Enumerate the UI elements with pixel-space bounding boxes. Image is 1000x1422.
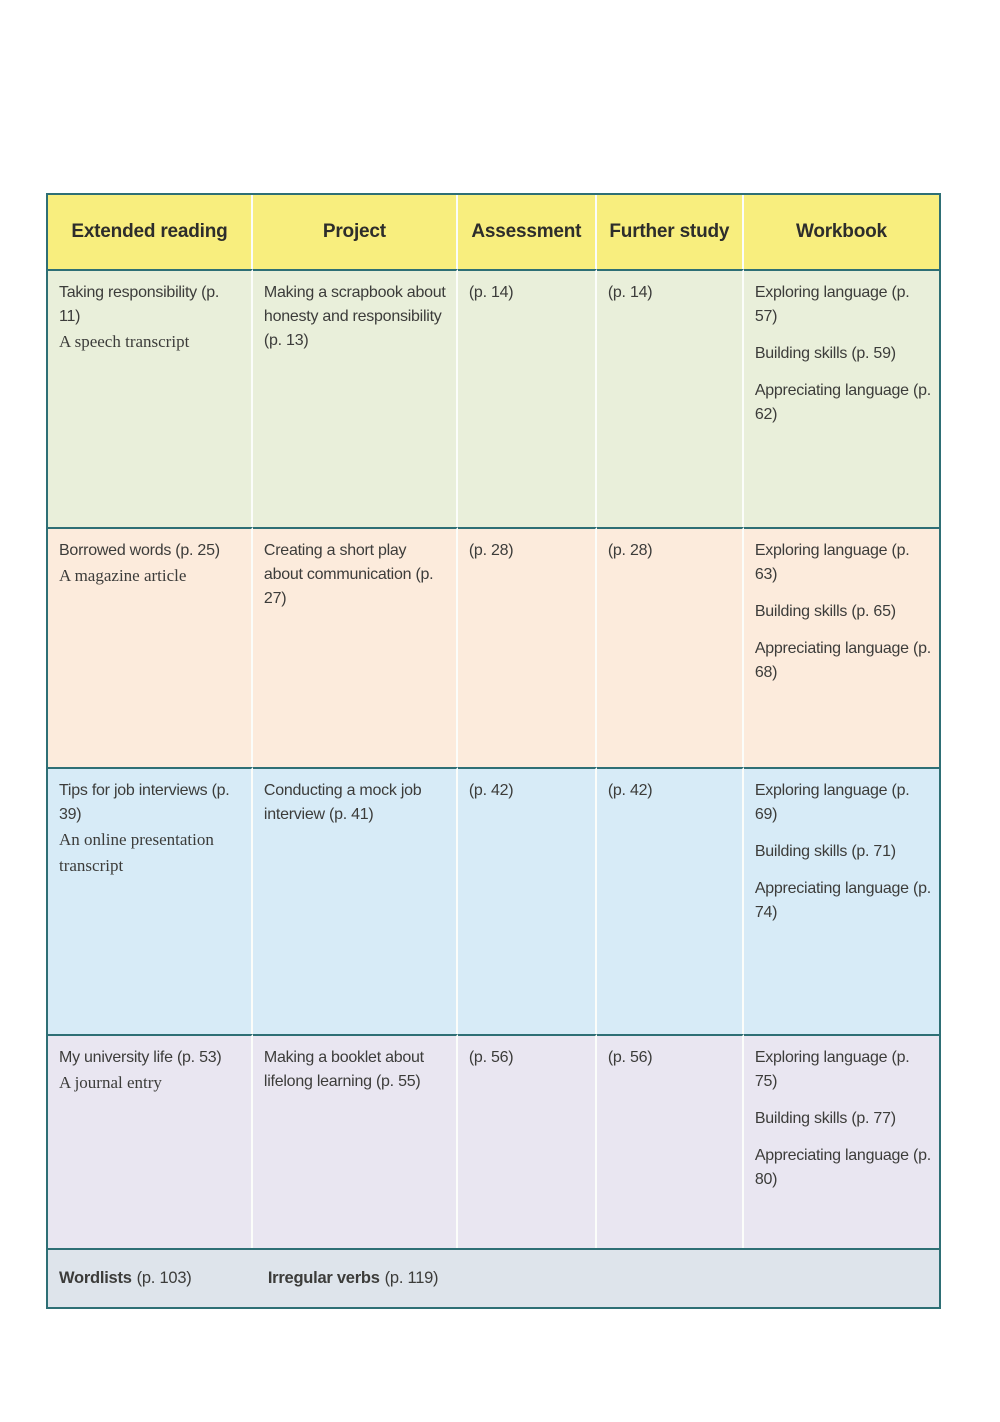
irregular-verbs-label: Irregular verbs [267,1269,380,1288]
workbook-entry: Building skills (p. 77) [754,1110,896,1127]
workbook-entry: Appreciating language (p. 74) [754,880,931,921]
reading-genre: A speech transcript [59,332,190,351]
irregular-verbs-page-ref: (p. 119) [384,1269,439,1288]
table-row: Borrowed words (p. 25) A magazine articl… [48,527,939,767]
wordlists-label: Wordlists [59,1269,132,1288]
reading-genre: A magazine article [59,566,187,585]
header-further-study: Further study [596,195,744,269]
reading-genre: An online presentation transcript [59,830,214,875]
table-header-row: Extended reading Project Assessment Furt… [48,195,939,269]
project-cell: Making a scrapbook about honesty and res… [252,269,458,527]
header-extended-reading: Extended reading [48,195,253,269]
further-study-cell: (p. 28) [596,527,744,767]
header-assessment: Assessment [457,195,597,269]
further-study-cell: (p. 14) [596,269,744,527]
workbook-cell: Exploring language (p. 69) Building skil… [743,767,939,1034]
reading-cell: Borrowed words (p. 25) A magazine articl… [48,527,253,767]
reading-title: Taking responsibility (p. 11) [59,284,220,325]
header-project: Project [252,195,458,269]
workbook-entry: Appreciating language (p. 68) [754,640,931,681]
footer-cell: Wordlists (p. 103) Irregular verbs (p. 119… [48,1248,939,1307]
workbook-entry: Exploring language (p. 63) [754,542,910,583]
assessment-cell: (p. 14) [457,269,597,527]
workbook-entry: Building skills (p. 71) [754,843,896,860]
workbook-entry: Exploring language (p. 69) [754,782,910,823]
wordlists-page-ref: (p. 103) [136,1269,192,1288]
table-footer-row: Wordlists (p. 103) Irregular verbs (p. 119… [48,1248,939,1307]
assessment-cell: (p. 42) [457,767,597,1034]
workbook-entry: Exploring language (p. 75) [754,1049,910,1090]
workbook-entry: Building skills (p. 65) [754,603,896,620]
wordlists-entry: Wordlists (p. 103) [59,1269,192,1287]
project-cell: Making a booklet about lifelong learning… [252,1034,458,1248]
further-study-cell: (p. 42) [596,767,744,1034]
header-workbook: Workbook [743,195,939,269]
workbook-entry: Appreciating language (p. 62) [754,382,931,423]
workbook-entry: Exploring language (p. 57) [754,284,910,325]
reading-genre: A journal entry [59,1073,162,1092]
reading-title: My university life (p. 53) [59,1049,222,1066]
table-row: My university life (p. 53) A journal ent… [48,1034,939,1248]
reading-cell: My university life (p. 53) A journal ent… [48,1034,253,1248]
table-row: Tips for job interviews (p. 39) An onlin… [48,767,939,1034]
workbook-cell: Exploring language (p. 63) Building skil… [743,527,939,767]
project-cell: Conducting a mock job interview (p. 41) [252,767,458,1034]
assessment-cell: (p. 56) [457,1034,597,1248]
workbook-entry: Building skills (p. 59) [754,345,896,362]
project-cell: Creating a short play about communicatio… [252,527,458,767]
reading-title: Tips for job interviews (p. 39) [59,782,230,823]
workbook-cell: Exploring language (p. 75) Building skil… [743,1034,939,1248]
table-row: Taking responsibility (p. 11) A speech t… [48,269,939,527]
workbook-cell: Exploring language (p. 57) Building skil… [743,269,939,527]
irregular-verbs-entry: Irregular verbs (p. 119) [267,1269,439,1288]
reading-cell: Taking responsibility (p. 11) A speech t… [48,269,253,527]
reading-title: Borrowed words (p. 25) [59,542,220,559]
reading-cell: Tips for job interviews (p. 39) An onlin… [48,767,253,1034]
workbook-entry: Appreciating language (p. 80) [754,1147,931,1188]
assessment-cell: (p. 28) [457,527,597,767]
course-contents-table: Extended reading Project Assessment Furt… [46,193,941,1309]
further-study-cell: (p. 56) [596,1034,744,1248]
